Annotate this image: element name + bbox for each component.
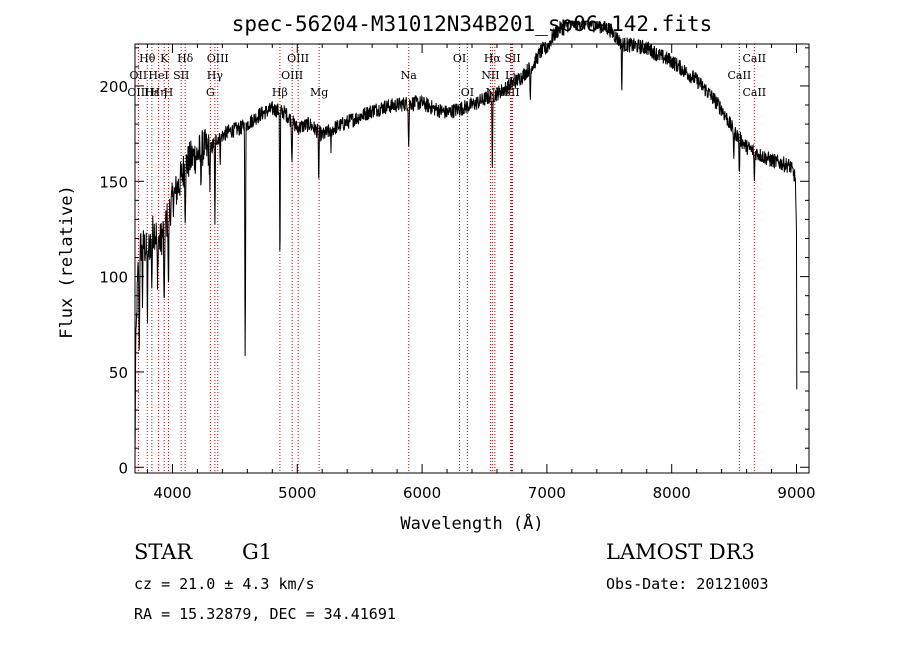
coordinates-text: RA = 15.32879, DEC = 34.41691 (134, 605, 396, 623)
x-tick-label: 9000 (777, 484, 815, 502)
obs-date-text: Obs-Date: 20121003 (606, 575, 769, 593)
line-marker-label: NII (481, 69, 499, 82)
line-marker-label: Mg (310, 86, 328, 99)
line-marker-label: OI (453, 52, 466, 65)
line-markers (137, 44, 755, 473)
y-tick-label: 100 (99, 269, 128, 287)
spectrum-line (134, 19, 798, 462)
line-marker-label: CaII (742, 52, 766, 65)
line-marker-label: Na (401, 69, 418, 82)
line-marker-label: Hα (484, 52, 502, 65)
object-subclass: G1 (242, 540, 272, 564)
line-marker-label: OIII (127, 86, 149, 99)
line-marker-label: Hη (150, 86, 166, 99)
x-axis-ticks: 4000 5000 6000 7000 8000 9000 (146, 44, 816, 502)
line-marker-label: OIII (287, 52, 309, 65)
line-marker-label: Hε (144, 86, 160, 99)
y-axis-label: Flux (relative) (57, 185, 77, 339)
y-axis-ticks: 0 50 100 150 200 (99, 47, 809, 477)
line-marker-label: CaII (728, 69, 752, 82)
line-marker-label: OI (461, 86, 474, 99)
line-marker-label: H (164, 86, 174, 99)
x-tick-label: 7000 (528, 484, 566, 502)
line-marker-label: OII (130, 69, 148, 82)
line-marker-label: Hγ (207, 69, 224, 82)
line-marker-label: CaII (742, 86, 766, 99)
x-tick-label: 6000 (403, 484, 441, 502)
line-marker-label: HeI (148, 69, 168, 82)
x-tick-label: 8000 (653, 484, 691, 502)
y-tick-label: 50 (109, 364, 128, 382)
line-marker-label: G (206, 86, 215, 99)
object-class: STAR (134, 540, 193, 564)
line-marker-label: Li (505, 69, 516, 82)
x-tick-label: 5000 (278, 484, 316, 502)
line-marker-label: Hβ (272, 86, 288, 99)
line-marker-label: SII (504, 52, 520, 65)
x-tick-label: 4000 (153, 484, 191, 502)
plot-frame (134, 43, 810, 474)
y-tick-label: 150 (99, 173, 128, 191)
line-marker-label: K (160, 52, 169, 65)
x-axis-label: Wavelength (Å) (400, 512, 543, 534)
line-marker-label: OIII (281, 69, 303, 82)
redshift-text: cz = 21.0 ± 4.3 km/s (134, 575, 315, 593)
y-tick-label: 200 (99, 78, 128, 96)
line-marker-label: OIII (207, 52, 229, 65)
y-tick-label: 0 (118, 459, 128, 477)
chart-title: spec-56204-M31012N34B201_sp06-142.fits (232, 12, 712, 36)
line-marker-label: Hθ (139, 52, 156, 65)
line-marker-label: SII (173, 69, 189, 82)
survey-name: LAMOST DR3 (606, 540, 755, 564)
line-marker-label: Hδ (177, 52, 194, 65)
